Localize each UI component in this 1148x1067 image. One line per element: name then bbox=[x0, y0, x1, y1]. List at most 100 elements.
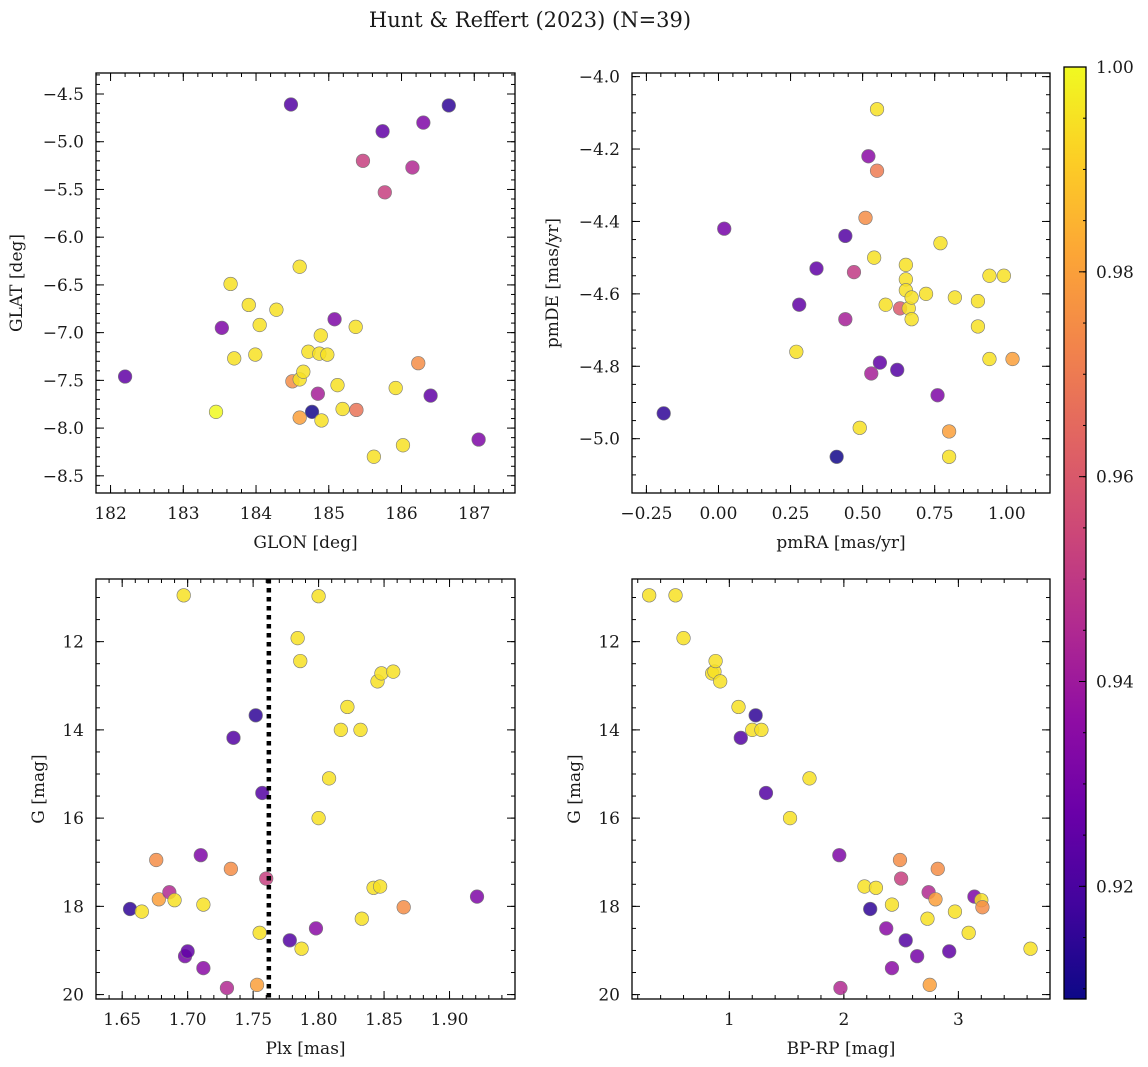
scatter-point bbox=[208, 404, 224, 419]
y-tick-label: −5.0 bbox=[579, 430, 620, 450]
y-tick-label: 20 bbox=[598, 986, 620, 1006]
scatter-point bbox=[373, 879, 388, 894]
scatter-point bbox=[867, 250, 882, 265]
scatter-point bbox=[366, 449, 381, 464]
y-axis-label: G [mag] bbox=[29, 754, 49, 823]
scatter-point bbox=[310, 386, 325, 401]
scatter-point bbox=[809, 261, 824, 276]
data-layer bbox=[122, 579, 485, 999]
x-axis-label: BP-RP [mag] bbox=[787, 1039, 896, 1059]
scatter-point bbox=[947, 290, 962, 305]
x-tick-label: 1.90 bbox=[431, 1010, 469, 1030]
axes-frame bbox=[95, 578, 516, 1000]
y-tick-label: 16 bbox=[62, 809, 84, 829]
scatter-point bbox=[293, 653, 308, 669]
x-tick-label: 1.80 bbox=[300, 1010, 338, 1030]
y-tick-label: −4.8 bbox=[579, 357, 620, 377]
scatter-point bbox=[961, 925, 976, 940]
scatter-point bbox=[792, 297, 807, 312]
scatter-point bbox=[933, 236, 948, 251]
scatter-point bbox=[469, 889, 485, 904]
scatter-point bbox=[354, 911, 369, 926]
scatter-point bbox=[327, 312, 342, 327]
y-tick-label: 12 bbox=[62, 633, 84, 653]
scatter-point bbox=[975, 900, 990, 915]
x-tick-label: 183 bbox=[167, 504, 199, 524]
colorbar-gradient bbox=[1064, 67, 1086, 999]
panel-parallax-magnitude: 1.65 1.70 1.75 1.80 1.85 1.90 12 14 16 18 20 Plx [m… bbox=[29, 578, 516, 1059]
y-tick-label: 18 bbox=[598, 897, 620, 917]
scatter-point bbox=[134, 904, 149, 919]
scatter-point bbox=[176, 588, 191, 603]
scatter-point bbox=[353, 722, 368, 737]
scatter-point bbox=[411, 356, 426, 371]
scatter-point bbox=[248, 347, 263, 362]
x-axis-label: Plx [mas] bbox=[265, 1039, 345, 1059]
x-tick-label: 3 bbox=[953, 1010, 964, 1030]
x-tick-label: 0.50 bbox=[844, 504, 882, 524]
scatter-point bbox=[311, 589, 326, 604]
scatter-point bbox=[311, 811, 326, 826]
scatter-point bbox=[930, 861, 945, 876]
scatter-point bbox=[223, 861, 238, 876]
y-tick-label: −8.5 bbox=[43, 467, 84, 487]
scatter-point bbox=[894, 871, 909, 886]
scatter-point bbox=[313, 328, 328, 343]
scatter-point bbox=[320, 347, 335, 362]
scatter-point bbox=[733, 730, 748, 745]
scatter-point bbox=[296, 364, 311, 379]
colorbar-tick-label: 0.92 bbox=[1096, 877, 1134, 897]
scatter-point bbox=[416, 115, 431, 130]
colorbar-tick-label: 0.96 bbox=[1096, 468, 1134, 488]
x-tick-label: −0.25 bbox=[620, 504, 672, 524]
scatter-point bbox=[904, 290, 919, 305]
y-tick-label: −4.6 bbox=[579, 285, 620, 305]
scatter-point bbox=[970, 319, 986, 334]
scatter-point bbox=[196, 961, 211, 976]
scatter-point bbox=[928, 892, 943, 907]
scatter-point bbox=[748, 708, 763, 723]
scatter-point bbox=[982, 351, 997, 367]
scatter-point bbox=[996, 268, 1011, 283]
scatter-point bbox=[676, 631, 691, 646]
scatter-point bbox=[193, 848, 208, 863]
x-axis-label: pmRA [mas/yr] bbox=[776, 533, 905, 553]
scatter-point bbox=[890, 362, 905, 377]
scatter-point bbox=[838, 312, 853, 327]
scatter-point bbox=[884, 961, 900, 976]
scatter-point bbox=[308, 921, 324, 936]
x-tick-label: 0.00 bbox=[700, 504, 738, 524]
scatter-point bbox=[248, 708, 263, 723]
scatter-point bbox=[922, 977, 937, 992]
scatter-point bbox=[656, 406, 671, 421]
scatter-point bbox=[441, 98, 456, 113]
scatter-point bbox=[330, 378, 345, 393]
scatter-point bbox=[290, 631, 305, 646]
y-tick-label: −4.5 bbox=[43, 85, 84, 105]
scatter-point bbox=[858, 210, 873, 225]
scatter-point bbox=[283, 97, 299, 112]
scatter-point bbox=[294, 941, 309, 956]
x-tick-label: 0.75 bbox=[916, 504, 954, 524]
scatter-point bbox=[869, 163, 885, 178]
y-tick-label: −7.0 bbox=[43, 324, 84, 344]
scatter-point bbox=[802, 771, 817, 786]
x-tick-label: 185 bbox=[313, 504, 345, 524]
scatter-point bbox=[151, 892, 166, 907]
scatter-point bbox=[321, 771, 337, 786]
scatter-point bbox=[196, 897, 211, 912]
scatter-point bbox=[405, 160, 420, 175]
scatter-point bbox=[249, 977, 265, 992]
scatter-point bbox=[423, 388, 438, 403]
scatter-point bbox=[292, 259, 307, 274]
scatter-point bbox=[117, 369, 133, 384]
scatter-point bbox=[861, 149, 876, 164]
scatter-point bbox=[395, 438, 411, 453]
x-tick-label: 182 bbox=[94, 504, 126, 524]
scatter-point bbox=[668, 588, 683, 603]
data-layer bbox=[117, 97, 486, 464]
scatter-point bbox=[223, 276, 238, 292]
scatter-point bbox=[884, 897, 900, 912]
